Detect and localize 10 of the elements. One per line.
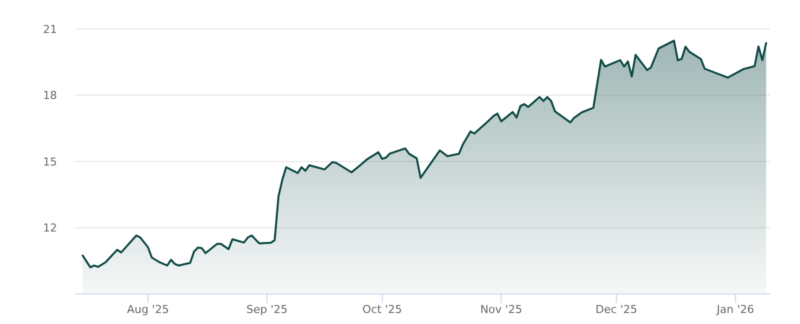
x-tick-label: Oct '25 bbox=[362, 303, 402, 316]
x-tick-label: Sep '25 bbox=[246, 303, 288, 316]
x-tick-label: Nov '25 bbox=[480, 303, 522, 316]
x-tick-label: Aug '25 bbox=[126, 303, 169, 316]
y-tick-label: 12 bbox=[43, 222, 57, 235]
x-tick-label: Jan '26 bbox=[716, 303, 754, 316]
x-tick-label: Dec '25 bbox=[596, 303, 638, 316]
y-tick-label: 15 bbox=[43, 155, 57, 168]
y-tick-label: 18 bbox=[43, 89, 57, 102]
y-tick-label: 21 bbox=[43, 22, 57, 36]
